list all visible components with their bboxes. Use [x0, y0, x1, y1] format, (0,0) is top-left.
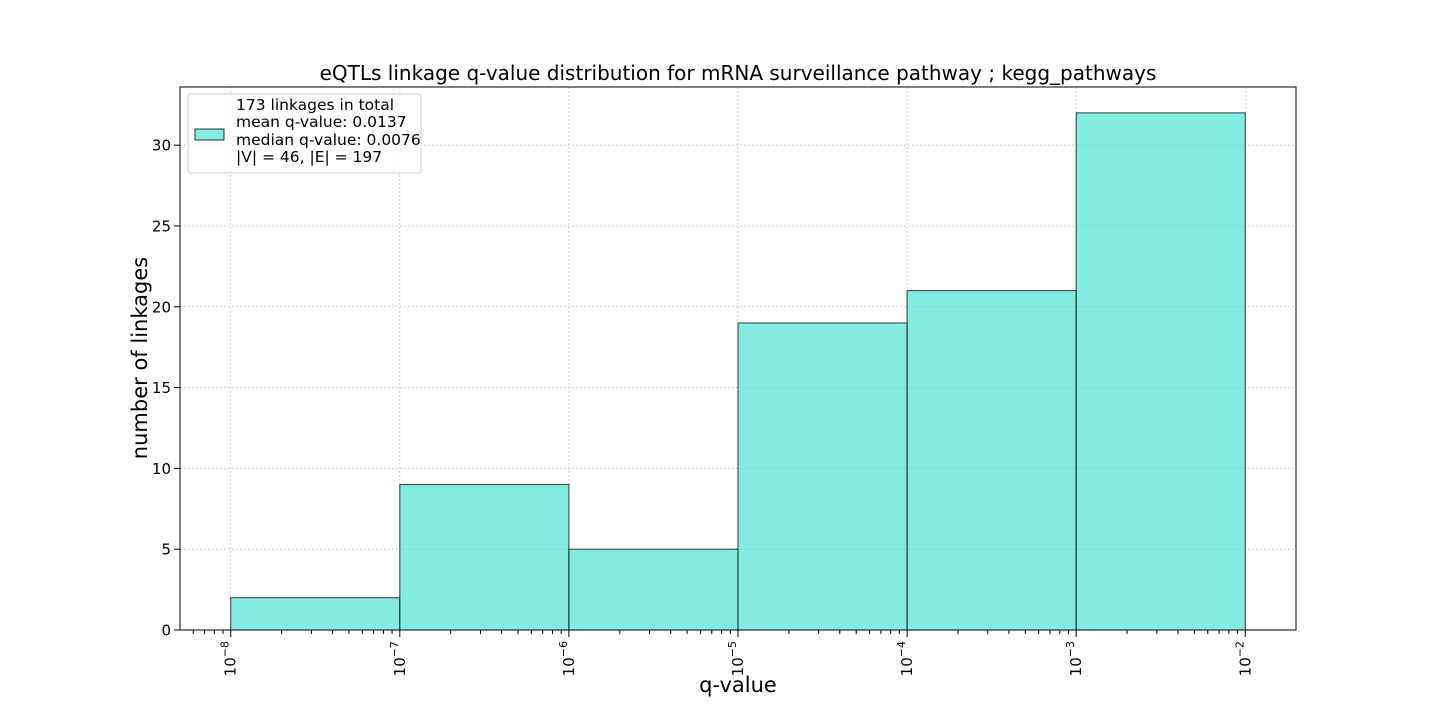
- bars: [230, 112, 1246, 631]
- x-tick-label: 10−8: [219, 641, 240, 676]
- legend-line-1: 173 linkages in total: [236, 96, 394, 114]
- histogram-bar: [1075, 112, 1246, 631]
- y-tick-label: 15: [152, 379, 171, 397]
- histogram-bar: [568, 548, 739, 631]
- x-tick-label: 10−3: [1064, 641, 1085, 676]
- legend-line-3: median q-value: 0.0076: [236, 131, 421, 149]
- chart-title: eQTLs linkage q-value distribution for m…: [320, 61, 1157, 85]
- histogram-bar: [906, 290, 1077, 631]
- histogram-bar: [399, 484, 570, 631]
- x-tick-label: 10−6: [557, 641, 578, 676]
- y-tick-label: 0: [161, 622, 171, 640]
- legend-box: [187, 93, 422, 174]
- y-tick-label: 30: [152, 137, 171, 155]
- legend-swatch: [194, 128, 225, 141]
- x-axis-label: q-value: [699, 673, 777, 697]
- legend-line-2: mean q-value: 0.0137: [236, 113, 407, 131]
- x-axis-ticks: 10−8 10−7 10−6 10−5 10−4 10−3 10−2: [192, 630, 1254, 676]
- x-tick-label: 10−2: [1233, 641, 1254, 676]
- legend: 173 linkages in total mean q-value: 0.01…: [187, 93, 422, 174]
- y-tick-label: 10: [152, 460, 171, 478]
- x-tick-label: 10−7: [388, 641, 409, 676]
- y-tick-label: 25: [152, 217, 171, 235]
- y-tick-label: 5: [161, 541, 171, 559]
- x-tick-label: 10−5: [726, 641, 747, 676]
- histogram-bar: [230, 597, 401, 631]
- histogram-bar: [737, 322, 908, 631]
- legend-line-4: |V| = 46, |E| = 197: [236, 148, 382, 166]
- y-axis-ticks: 0 5 10 15 20 25 30: [152, 137, 180, 640]
- y-axis-label: number of linkages: [128, 257, 152, 459]
- x-tick-label: 10−4: [895, 641, 916, 676]
- y-tick-label: 20: [152, 298, 171, 316]
